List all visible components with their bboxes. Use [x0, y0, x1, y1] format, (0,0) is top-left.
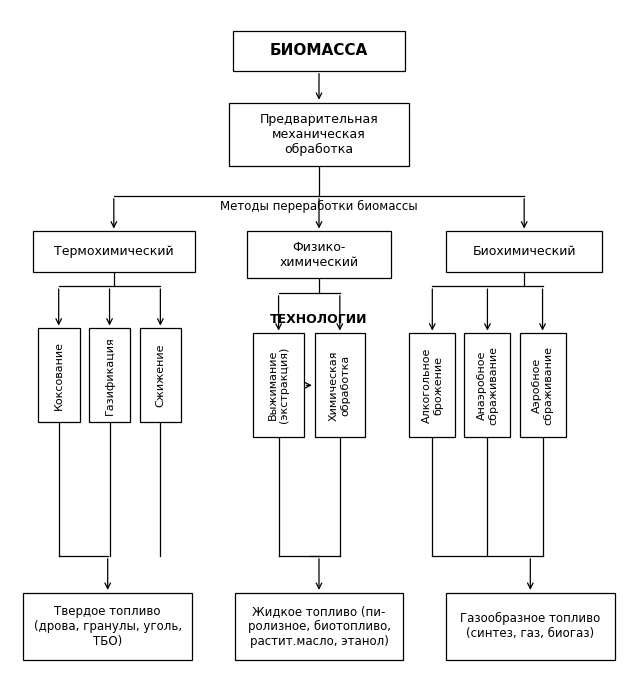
FancyBboxPatch shape — [24, 592, 192, 659]
Text: Твердое топливо
(дрова, гранулы, уголь,
ТБО): Твердое топливо (дрова, гранулы, уголь, … — [34, 605, 182, 648]
FancyBboxPatch shape — [446, 231, 602, 272]
FancyBboxPatch shape — [315, 333, 365, 437]
Text: Коксование: Коксование — [54, 341, 64, 410]
FancyBboxPatch shape — [235, 592, 403, 659]
Text: Газообразное топливо
(синтез, газ, биогаз): Газообразное топливо (синтез, газ, биога… — [460, 612, 600, 641]
Text: Анаэробное
сбраживание: Анаэробное сбраживание — [477, 346, 498, 424]
FancyBboxPatch shape — [89, 328, 130, 422]
Text: Термохимический: Термохимический — [54, 245, 174, 258]
FancyBboxPatch shape — [247, 231, 391, 278]
FancyBboxPatch shape — [410, 333, 456, 437]
Text: ТЕХНОЛОГИИ: ТЕХНОЛОГИИ — [271, 313, 367, 326]
FancyBboxPatch shape — [38, 328, 80, 422]
FancyBboxPatch shape — [234, 31, 404, 71]
FancyBboxPatch shape — [464, 333, 510, 437]
FancyBboxPatch shape — [253, 333, 304, 437]
Text: Жидкое топливо (пи-
ролизное, биотопливо,
растит.масло, этанол): Жидкое топливо (пи- ролизное, биотопливо… — [248, 604, 390, 648]
Text: Биохимический: Биохимический — [472, 245, 576, 258]
FancyBboxPatch shape — [446, 592, 614, 659]
Text: БИОМАССА: БИОМАССА — [270, 43, 368, 59]
Text: Методы переработки биомассы: Методы переработки биомассы — [220, 200, 418, 213]
Text: Предварительная
механическая
обработка: Предварительная механическая обработка — [260, 113, 378, 156]
Text: Газификация: Газификация — [105, 336, 115, 415]
FancyBboxPatch shape — [140, 328, 181, 422]
Text: Физико-
химический: Физико- химический — [279, 241, 359, 269]
Text: Химическая
обработка: Химическая обработка — [329, 350, 351, 420]
Text: Сжижение: Сжижение — [156, 344, 165, 407]
FancyBboxPatch shape — [33, 231, 195, 272]
FancyBboxPatch shape — [519, 333, 565, 437]
Text: Аэробное
сбраживание: Аэробное сбраживание — [531, 346, 553, 424]
Text: Выжимание
(экстракция): Выжимание (экстракция) — [268, 347, 290, 424]
FancyBboxPatch shape — [228, 102, 410, 166]
Text: Алкогольное
брожение: Алкогольное брожение — [422, 348, 443, 423]
